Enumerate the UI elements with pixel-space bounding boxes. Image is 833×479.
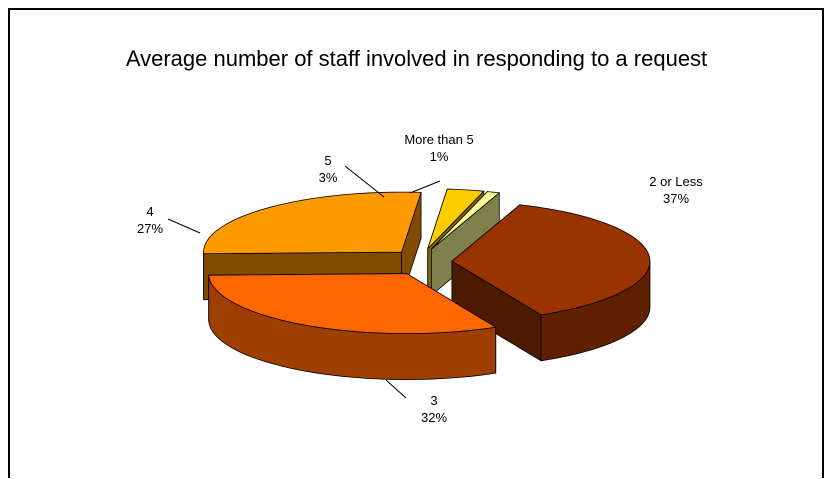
chart-title: Average number of staff involved in resp… xyxy=(125,46,708,71)
pie-slice-4 xyxy=(431,191,501,250)
slice-percent-label: 32% xyxy=(421,410,447,425)
slice-category-label: More than 5 xyxy=(404,132,473,147)
slice-category-label: 4 xyxy=(146,204,153,219)
slice-percent-label: 37% xyxy=(663,191,689,206)
slice-category-label: 5 xyxy=(324,153,331,168)
leader-line xyxy=(344,165,385,198)
pie-slice-1 xyxy=(208,273,497,334)
pie-slice-0 xyxy=(451,204,651,316)
slice-percent-label: 1% xyxy=(430,149,449,164)
slice-category-label: 2 or Less xyxy=(649,174,703,189)
pie-slice-3 xyxy=(427,188,485,250)
slice-percent-label: 3% xyxy=(319,170,338,185)
leader-line xyxy=(409,180,441,194)
slice-category-label: 3 xyxy=(430,393,437,408)
leader-line xyxy=(167,218,201,234)
pie-slice-2 xyxy=(203,191,422,255)
leader-line xyxy=(385,379,407,399)
slice-percent-label: 27% xyxy=(137,221,163,236)
